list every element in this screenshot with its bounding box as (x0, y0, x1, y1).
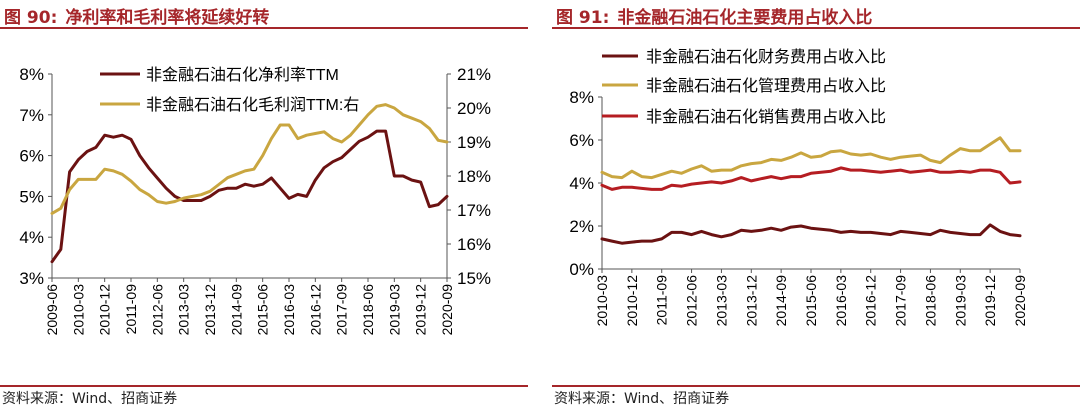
right-chart-x-tick-label: 2013-03 (713, 275, 729, 327)
left-y-tick-label: 8% (19, 65, 44, 84)
right-y-tick-label: 17% (457, 201, 491, 220)
left-y-tick-label: 6% (19, 147, 44, 166)
right-y-tick-label: 20% (457, 99, 491, 118)
right-chart-x-tick-label: 2018-06 (922, 275, 938, 327)
right-chart-y-tick-label: 4% (569, 174, 594, 193)
right-chart-x-tick-label: 2011-09 (654, 275, 670, 326)
legend-label-1: 非金融石油石化净利率TTM (146, 66, 339, 84)
series-line-2 (50, 103, 449, 215)
left-x-tick-label: 2016-12 (307, 284, 323, 336)
right-series-line-1 (600, 223, 1022, 245)
series-line-1 (50, 129, 449, 264)
right-series-line-3 (600, 166, 1022, 191)
right-chart-title: 图 91: 非金融石油石化主要费用占收入比 (556, 3, 872, 28)
right-chart-x-tick-label: 2015-06 (803, 275, 819, 327)
right-legend-label-3: 非金融石油石化销售费用占收入比 (646, 108, 886, 126)
right-chart-x-tick-label: 2014-09 (773, 275, 789, 327)
left-line-chart: 3% 4% 5% 6% 7% 8% 15% 16% 17% 18% 19% 20% 21% 2009-06… (19, 65, 491, 336)
right-chart-x-tick-label: 2013-12 (743, 275, 759, 327)
right-source-rule (552, 385, 1080, 387)
right-y-tick-label: 21% (457, 65, 491, 84)
left-chart-panel: 图 90: 净利率和毛利率将延续好转 3% 4% 5% 6% 7% 8% 15% 16% 17% 1… (0, 0, 528, 411)
right-chart-x-tick-label: 2010-03 (594, 275, 610, 327)
right-chart-x-tick-label: 2010-12 (624, 275, 640, 327)
right-title-text: 非金融石油石化主要费用占收入比 (617, 8, 873, 28)
right-chart-x-tick-label: 2012-06 (684, 275, 700, 327)
left-y-tick-label: 4% (19, 228, 44, 247)
right-chart-y-tick-label: 2% (569, 217, 594, 236)
right-y-tick-label: 15% (457, 269, 491, 288)
right-figure-label: 图 91: (556, 8, 610, 28)
right-chart-x-tick-label: 2019-03 (952, 275, 968, 327)
left-y-tick-label: 5% (19, 187, 44, 206)
right-chart-x-tick-label: 2019-12 (982, 275, 998, 327)
left-x-tick-label: 2012-06 (149, 284, 165, 336)
left-figure-label: 图 90: (4, 8, 58, 28)
right-title-rule (552, 27, 1080, 29)
left-source-rule (0, 385, 528, 387)
right-chart-panel: 图 91: 非金融石油石化主要费用占收入比 0% 2% 4% 6% 8% 2010-03 20… (552, 0, 1080, 411)
right-line-chart: 0% 2% 4% 6% 8% 2010-03 2010-12 2011-09 2012-06 20… (569, 48, 1028, 327)
left-x-tick-label: 2019-12 (413, 284, 429, 336)
right-chart-x-tick-label: 2020-09 (1012, 275, 1028, 327)
left-y-tick-label: 7% (19, 106, 44, 125)
left-x-tick-label: 2014-09 (228, 284, 244, 336)
right-y-tick-label: 19% (457, 133, 491, 152)
left-x-tick-label: 2009-06 (44, 284, 60, 336)
left-x-tick-label: 2019-03 (386, 284, 402, 336)
right-chart-y-tick-label: 6% (569, 131, 594, 150)
right-chart-y-tick-label: 8% (569, 88, 594, 107)
left-x-tick-label: 2010-03 (70, 284, 86, 336)
left-title-text: 净利率和毛利率将延续好转 (65, 8, 270, 28)
right-chart-x-tick-label: 2016-12 (863, 275, 879, 327)
left-title-rule (0, 27, 528, 29)
left-x-tick-label: 2011-09 (123, 284, 139, 335)
right-legend-label-2: 非金融石油石化管理费用占收入比 (646, 77, 886, 95)
left-x-tick-label: 2013-03 (176, 284, 192, 336)
right-series-line-2 (600, 136, 1022, 180)
left-x-tick-label: 2018-06 (360, 284, 376, 336)
right-y-tick-label: 18% (457, 167, 491, 186)
left-x-tick-label: 2010-12 (97, 284, 113, 336)
right-legend-label-1: 非金融石油石化财务费用占收入比 (646, 48, 886, 66)
right-y-tick-label: 16% (457, 235, 491, 254)
left-y-tick-label: 3% (19, 269, 44, 288)
right-source-note: 资料来源：Wind、招商证券 (554, 391, 730, 407)
right-chart-x-tick-label: 2017-09 (893, 275, 909, 327)
left-x-tick-label: 2020-09 (439, 284, 455, 336)
left-source-note: 资料来源：Wind、招商证券 (2, 391, 178, 407)
left-x-tick-label: 2015-06 (255, 284, 271, 336)
left-chart-title: 图 90: 净利率和毛利率将延续好转 (4, 3, 269, 28)
left-x-tick-label: 2017-09 (334, 284, 350, 336)
right-chart-x-tick-label: 2016-03 (833, 275, 849, 327)
legend-label-2: 非金融石油石化毛利润TTM:右 (146, 96, 359, 114)
left-x-tick-label: 2013-12 (202, 284, 218, 336)
left-x-tick-label: 2016-03 (281, 284, 297, 336)
right-chart-y-tick-label: 0% (569, 260, 594, 279)
